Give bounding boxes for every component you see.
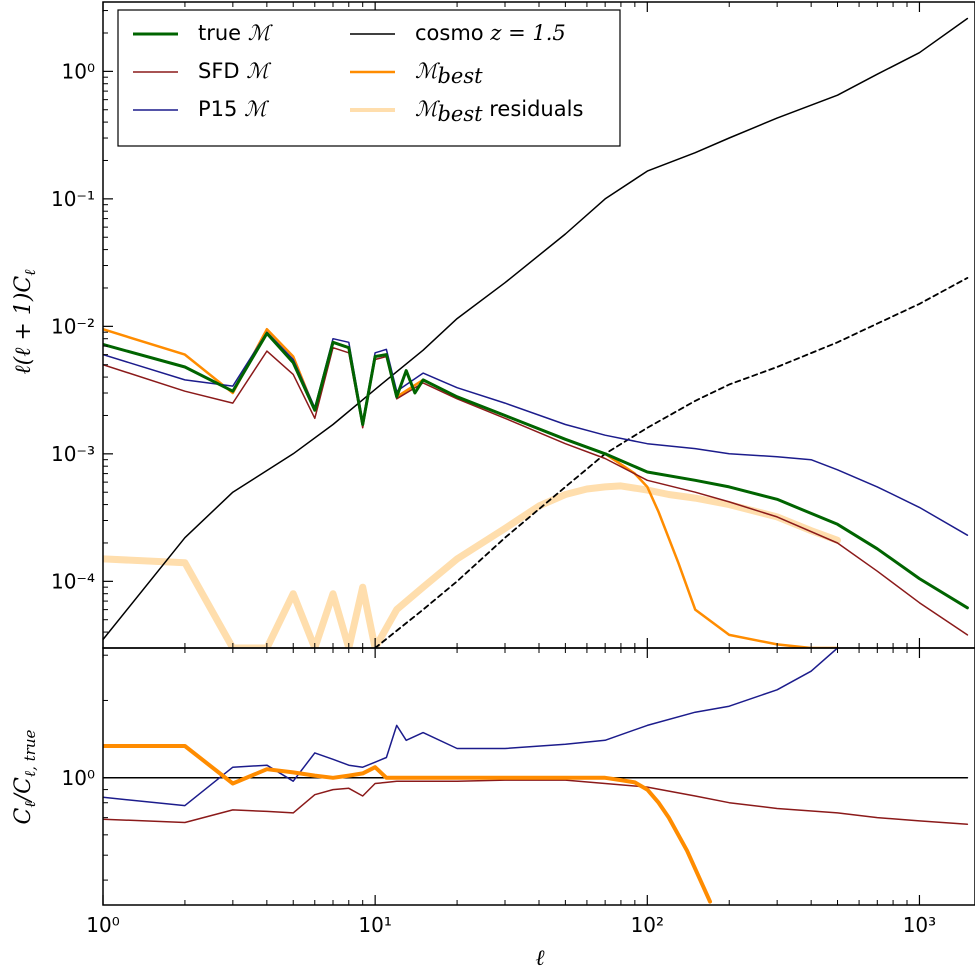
x-tick-label: 10⁰ [86,913,119,937]
legend-label-best: ℳbest [415,59,483,88]
bottom-panel: 10⁰ 10⁰ 10¹ 10² 10³ Cℓ/Cℓ, true ℓ [11,647,975,971]
y-tick-label-bottom: 10⁰ [62,766,95,790]
bottom-axis-ticks: 10⁰ 10⁰ 10¹ 10² 10³ [62,648,936,937]
legend-label-cosmo: cosmo z = 1.5 [415,21,566,45]
legend-label-true: true ℳ [198,21,274,45]
y-tick-label-top: 10⁻² [51,314,95,338]
legend-label-p15: P15 ℳ [198,97,270,121]
bottom-y-axis-title: Cℓ/Cℓ, true [11,729,39,824]
series-line-cosmo_dashed [374,277,969,648]
x-axis-title: ℓ [535,946,545,971]
series-line-sfd_ratio [103,779,969,825]
legend-label-sfd: SFD ℳ [198,59,272,83]
series-line-true [103,331,969,610]
top-series-group [103,17,969,648]
series-line-resid [103,482,841,648]
x-tick-label: 10³ [903,913,936,937]
y-tick-label-top: 10⁻³ [51,442,95,466]
bottom-series-group [103,648,969,904]
series-line-best [103,327,839,648]
y-tick-label-top: 10⁰ [62,59,95,83]
top-y-axis-title: ℓ(ℓ + 1)Cℓ [11,270,39,375]
legend: true ℳ SFD ℳ P15 ℳ cosmo z = 1.5 ℳbest ℳbest … [117,9,621,147]
y-tick-label-top: 10⁻¹ [51,187,95,211]
top-panel: 10⁻⁴ 10⁻³ 10⁻² 10⁻¹ 10⁰ ℓ(ℓ + 1)Cℓ [11,1,975,649]
x-tick-label: 10¹ [358,913,391,937]
series-line-sfd [103,346,969,636]
y-tick-label-top: 10⁻⁴ [51,569,95,593]
series-line-cosmo [103,17,969,641]
x-tick-label: 10² [631,913,664,937]
top-axis-ticks: 10⁻⁴ 10⁻³ 10⁻² 10⁻¹ 10⁰ [51,2,921,649]
legend-label-resid: ℳbest residuals [415,97,583,126]
series-line-best_ratio [103,744,712,904]
legend-box [117,9,621,147]
